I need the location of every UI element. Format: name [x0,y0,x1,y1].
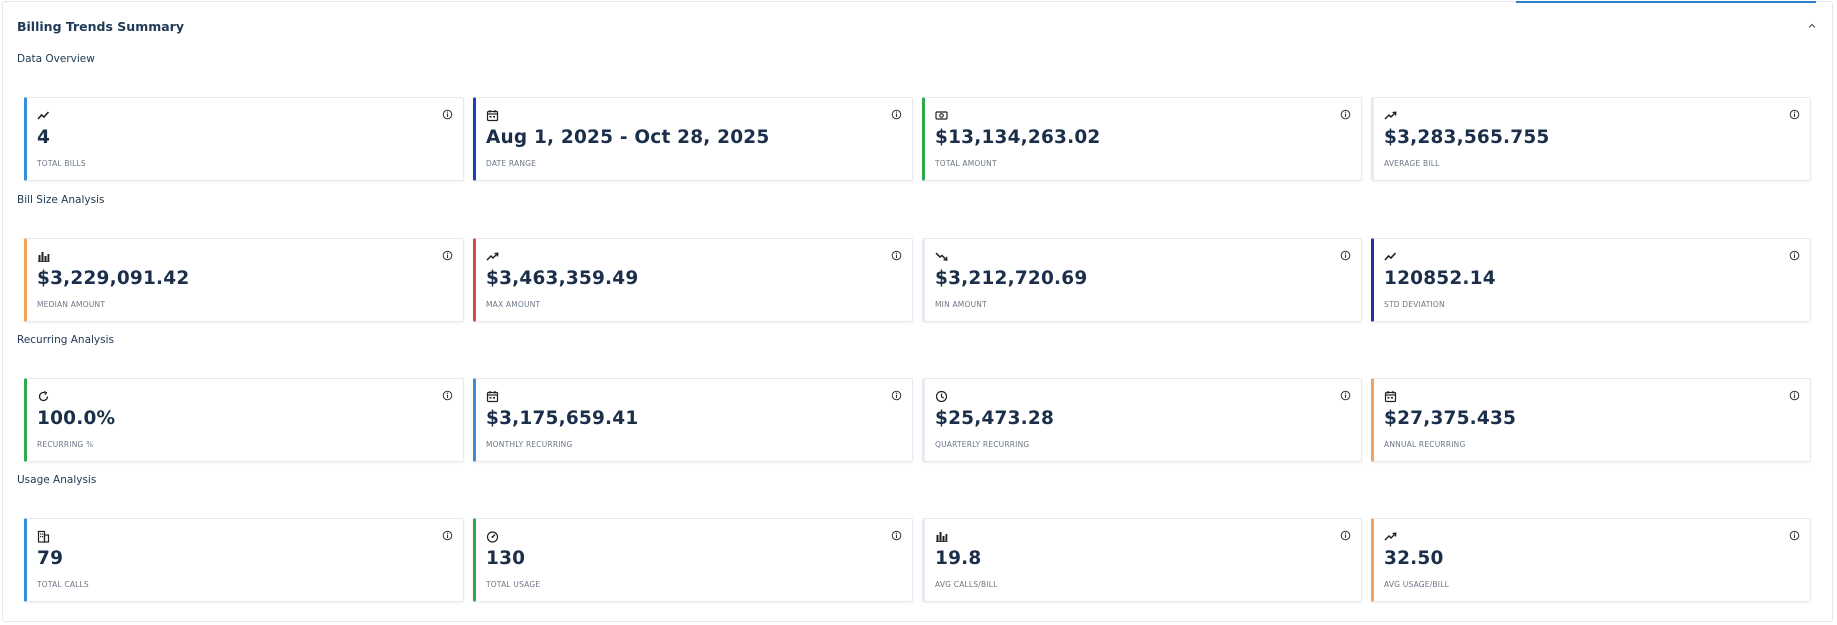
metric-value: 120852.14 [1384,268,1496,289]
info-icon[interactable] [1789,390,1800,401]
clock-icon [935,390,948,403]
metric-label: MAX AMOUNT [486,300,540,309]
metric-value: $3,175,659.41 [486,408,638,429]
section-title: Recurring Analysis [17,334,114,346]
metric-card: 100.0% RECURRING % [24,378,464,462]
metric-value: 4 [37,127,50,148]
bar-chart-icon [37,250,50,263]
metric-card: $25,473.28 QUARTERLY RECURRING [922,378,1362,462]
metric-card: $3,229,091.42 MEDIAN AMOUNT [24,238,464,322]
gauge-icon [486,530,499,543]
trend-up-icon [1384,530,1397,543]
metric-value: $13,134,263.02 [935,127,1100,148]
metric-label: MIN AMOUNT [935,300,987,309]
metric-value: 19.8 [935,548,981,569]
section-title: Bill Size Analysis [17,194,104,206]
metric-card: $13,134,263.02 TOTAL AMOUNT [922,97,1362,181]
metric-card: 32.50 AVG USAGE/BILL [1371,518,1811,602]
metric-value: $3,283,565.755 [1384,127,1549,148]
line-trend-icon [37,109,50,122]
metric-value: $3,212,720.69 [935,268,1087,289]
metric-value: $27,375.435 [1384,408,1516,429]
metric-value: $25,473.28 [935,408,1054,429]
section-title: Usage Analysis [17,474,96,486]
info-icon[interactable] [1789,250,1800,261]
building-icon [37,530,50,543]
metric-label: QUARTERLY RECURRING [935,440,1029,449]
panel-title: Billing Trends Summary [17,19,184,34]
info-icon[interactable] [442,390,453,401]
metric-label: AVG CALLS/BILL [935,580,998,589]
metric-value: 32.50 [1384,548,1444,569]
metric-card: Aug 1, 2025 - Oct 28, 2025 DATE RANGE [473,97,913,181]
info-icon[interactable] [1340,390,1351,401]
trend-down-icon [935,250,948,263]
info-icon[interactable] [891,250,902,261]
info-icon[interactable] [1789,530,1800,541]
metric-card: $3,212,720.69 MIN AMOUNT [922,238,1362,322]
metric-card: 120852.14 STD DEVIATION [1371,238,1811,322]
calendar-icon [1384,390,1397,403]
bar-chart-icon [935,530,948,543]
info-icon[interactable] [442,250,453,261]
calendar-icon [486,390,499,403]
top-accent-bar [1516,1,1816,3]
trend-up-icon [1384,109,1397,122]
info-icon[interactable] [891,109,902,120]
info-icon[interactable] [1789,109,1800,120]
metric-value: $3,463,359.49 [486,268,638,289]
line-trend-icon [1384,250,1397,263]
metric-label: TOTAL USAGE [486,580,540,589]
refresh-icon [37,390,50,403]
calendar-icon [486,109,499,122]
metric-card: 19.8 AVG CALLS/BILL [922,518,1362,602]
info-icon[interactable] [1340,109,1351,120]
metric-card: 79 TOTAL CALLS [24,518,464,602]
metric-value: 130 [486,548,525,569]
metric-card: $3,175,659.41 MONTHLY RECURRING [473,378,913,462]
metric-label: TOTAL CALLS [37,580,89,589]
metric-label: AVERAGE BILL [1384,159,1439,168]
metric-label: MEDIAN AMOUNT [37,300,105,309]
info-icon[interactable] [442,530,453,541]
metric-label: DATE RANGE [486,159,536,168]
metric-label: AVG USAGE/BILL [1384,580,1449,589]
info-icon[interactable] [1340,250,1351,261]
info-icon[interactable] [891,390,902,401]
info-icon[interactable] [1340,530,1351,541]
section-title: Data Overview [17,53,95,65]
metric-label: ANNUAL RECURRING [1384,440,1465,449]
metric-value: 79 [37,548,63,569]
metric-value: $3,229,091.42 [37,268,189,289]
metric-label: RECURRING % [37,440,93,449]
info-icon[interactable] [891,530,902,541]
trend-up-icon [486,250,499,263]
metric-label: STD DEVIATION [1384,300,1445,309]
metric-card: $3,283,565.755 AVERAGE BILL [1371,97,1811,181]
money-icon [935,109,948,122]
metric-label: MONTHLY RECURRING [486,440,573,449]
metric-value: 100.0% [37,408,115,429]
metric-card: 130 TOTAL USAGE [473,518,913,602]
chevron-up-icon[interactable] [1806,20,1818,32]
info-icon[interactable] [442,109,453,120]
metric-label: TOTAL AMOUNT [935,159,997,168]
metric-card: 4 TOTAL BILLS [24,97,464,181]
metric-card: $3,463,359.49 MAX AMOUNT [473,238,913,322]
metric-value: Aug 1, 2025 - Oct 28, 2025 [486,127,769,148]
metric-label: TOTAL BILLS [37,159,86,168]
metric-card: $27,375.435 ANNUAL RECURRING [1371,378,1811,462]
